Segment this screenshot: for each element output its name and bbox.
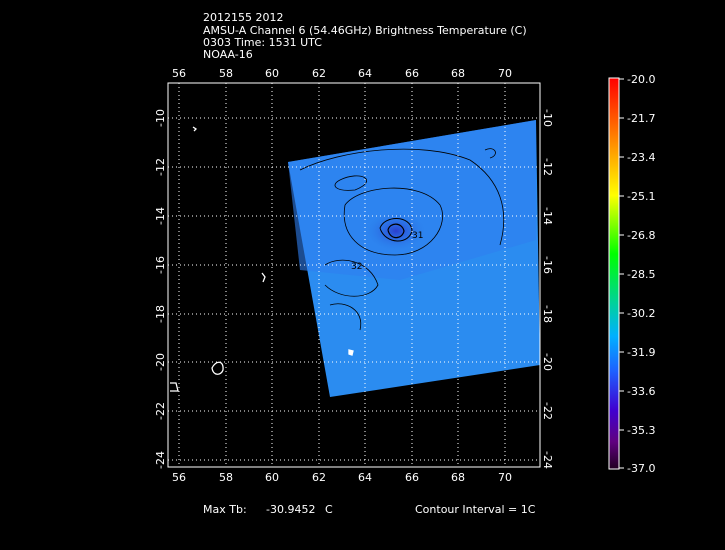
colorbar-label: -30.2 bbox=[627, 307, 655, 320]
lat-tick-left: -20 bbox=[154, 353, 167, 371]
lat-tick-left: -24 bbox=[154, 451, 167, 469]
contour-label: 32 bbox=[351, 262, 362, 272]
contour-label: 31 bbox=[412, 231, 423, 241]
lon-tick-bottom: 64 bbox=[358, 471, 372, 484]
lat-tick-left: -14 bbox=[154, 207, 167, 225]
cyclone-eye bbox=[366, 211, 426, 251]
lon-tick-top: 70 bbox=[498, 67, 512, 80]
colorbar-ticks bbox=[619, 78, 624, 469]
lon-tick-top: 62 bbox=[312, 67, 326, 80]
colorbar-label: -20.0 bbox=[627, 73, 655, 86]
header-line-3: 0303 Time: 1531 UTC bbox=[203, 36, 322, 49]
lon-tick-bottom: 70 bbox=[498, 471, 512, 484]
lat-tick-left: -12 bbox=[154, 158, 167, 176]
max-tb-value: -30.9452 bbox=[266, 503, 316, 516]
lon-tick-top: 58 bbox=[219, 67, 233, 80]
lat-tick-right: -14 bbox=[541, 207, 554, 225]
lon-tick-bottom: 62 bbox=[312, 471, 326, 484]
map-frame bbox=[167, 82, 541, 468]
max-tb-unit: C bbox=[325, 503, 333, 516]
lon-tick-bottom: 60 bbox=[265, 471, 279, 484]
lat-tick-left: -22 bbox=[154, 402, 167, 420]
colorbar-label: -28.5 bbox=[627, 268, 655, 281]
lat-tick-right: -18 bbox=[541, 305, 554, 323]
lon-tick-top: 56 bbox=[172, 67, 186, 80]
colorbar-label: -25.1 bbox=[627, 190, 655, 203]
colorbar bbox=[608, 77, 620, 470]
map-gridlines bbox=[168, 83, 540, 467]
lon-tick-top: 60 bbox=[265, 67, 279, 80]
header-line-4: NOAA-16 bbox=[203, 48, 253, 61]
max-tb-label: Max Tb: bbox=[203, 503, 247, 516]
header-line-2: AMSU-A Channel 6 (54.46GHz) Brightness T… bbox=[203, 24, 527, 37]
lon-tick-bottom: 66 bbox=[405, 471, 419, 484]
colorbar-label: -31.9 bbox=[627, 346, 655, 359]
lat-tick-right: -12 bbox=[541, 158, 554, 176]
header-line-1: 2012155 2012 bbox=[203, 11, 284, 24]
colorbar-label: -23.4 bbox=[627, 151, 655, 164]
lon-tick-top: 68 bbox=[451, 67, 465, 80]
lon-tick-top: 66 bbox=[405, 67, 419, 80]
colorbar-label: -33.6 bbox=[627, 385, 655, 398]
lat-tick-right: -24 bbox=[541, 451, 554, 469]
lat-tick-right: -10 bbox=[541, 109, 554, 127]
lat-tick-left: -16 bbox=[154, 256, 167, 274]
colorbar-label: -37.0 bbox=[627, 462, 655, 475]
lon-tick-bottom: 68 bbox=[451, 471, 465, 484]
coastlines bbox=[170, 126, 354, 392]
lon-tick-bottom: 56 bbox=[172, 471, 186, 484]
colorbar-label: -35.3 bbox=[627, 424, 655, 437]
contour-interval: Contour Interval = 1C bbox=[415, 503, 536, 516]
lat-tick-left: -10 bbox=[154, 109, 167, 127]
colorbar-label: -21.7 bbox=[627, 112, 655, 125]
contour-lines bbox=[299, 148, 505, 331]
lon-tick-top: 64 bbox=[358, 67, 372, 80]
colorbar-label: -26.8 bbox=[627, 229, 655, 242]
lat-tick-right: -22 bbox=[541, 402, 554, 420]
lon-tick-bottom: 58 bbox=[219, 471, 233, 484]
lat-tick-right: -16 bbox=[541, 256, 554, 274]
lat-tick-right: -20 bbox=[541, 353, 554, 371]
lat-tick-left: -18 bbox=[154, 305, 167, 323]
